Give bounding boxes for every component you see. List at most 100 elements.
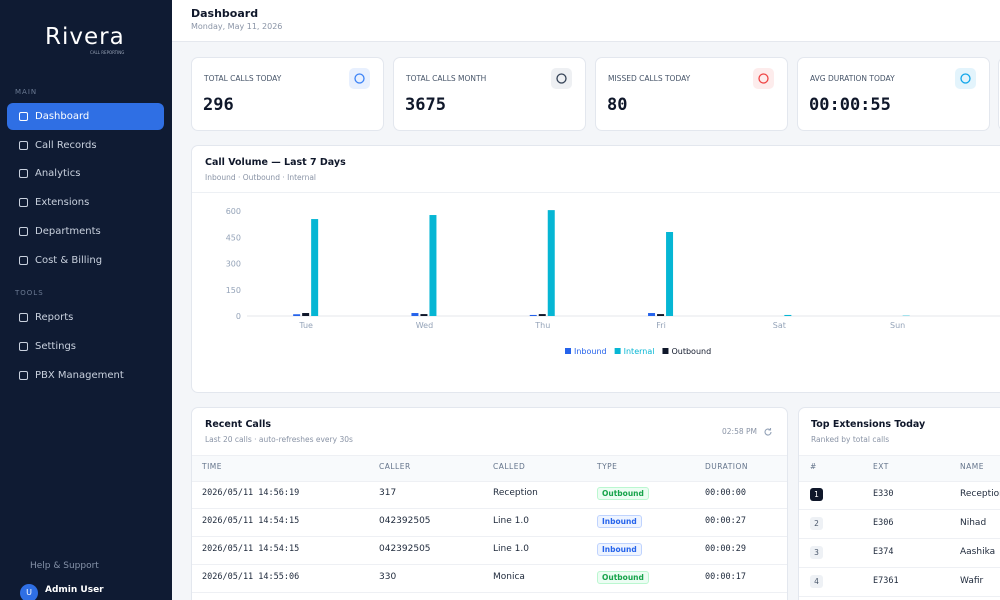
type-badge: Inbound bbox=[597, 515, 642, 528]
legend-swatch bbox=[565, 348, 571, 354]
bar bbox=[293, 314, 301, 316]
bar bbox=[666, 232, 674, 316]
refresh-icon[interactable] bbox=[763, 427, 773, 437]
x-tick-label: Sat bbox=[773, 321, 786, 330]
cell: 2026/05/11 14:55:06 bbox=[202, 572, 300, 582]
cell: Aashika bbox=[960, 547, 996, 557]
nav-icon bbox=[19, 370, 28, 380]
stat-label: TOTAL CALLS MONTH bbox=[406, 74, 487, 83]
stat-glyph bbox=[556, 73, 567, 84]
nav-icon bbox=[19, 140, 28, 150]
nav-label: Reports bbox=[35, 312, 74, 324]
cell: Wafir bbox=[960, 576, 984, 586]
stat-label: TOTAL CALLS TODAY bbox=[204, 74, 282, 83]
cell: Nihad bbox=[960, 518, 987, 528]
bar bbox=[529, 314, 537, 316]
nav-icon bbox=[19, 255, 28, 265]
row-divider bbox=[192, 592, 787, 593]
bar bbox=[657, 314, 665, 316]
y-tick-label: 450 bbox=[226, 233, 241, 242]
legend-swatch bbox=[614, 348, 621, 354]
nav-icon bbox=[19, 341, 28, 351]
column-header: TYPE bbox=[597, 462, 618, 471]
nav-item[interactable]: Cost & Billing bbox=[7, 247, 164, 274]
nav-icon bbox=[19, 226, 28, 236]
rank-badge: 4 bbox=[810, 575, 823, 588]
y-tick-label: 0 bbox=[236, 312, 241, 321]
cell: 317 bbox=[379, 488, 397, 498]
cell: E7361 bbox=[873, 576, 899, 586]
cell: 2026/05/11 14:54:15 bbox=[202, 544, 300, 554]
cell: E306 bbox=[873, 518, 894, 528]
nav-item[interactable]: Departments bbox=[7, 218, 164, 245]
stat-value: 00:00:55 bbox=[809, 95, 891, 115]
cell: 2026/05/11 14:56:19 bbox=[202, 488, 300, 498]
help-link[interactable]: Help & Support bbox=[30, 561, 99, 571]
nav-icon bbox=[19, 198, 28, 208]
stat-icon bbox=[349, 68, 370, 89]
stat-value: 296 bbox=[203, 95, 234, 115]
bar bbox=[411, 313, 419, 316]
x-tick-label: Sun bbox=[890, 321, 905, 330]
nav-label: Extensions bbox=[35, 197, 90, 209]
cell: 00:00:29 bbox=[705, 544, 746, 554]
cell: E374 bbox=[873, 547, 894, 557]
nav-item[interactable]: Settings bbox=[7, 333, 164, 360]
cell: 2026/05/11 14:54:15 bbox=[202, 516, 300, 526]
column-header: DURATION bbox=[705, 462, 749, 471]
nav-label: Call Records bbox=[35, 139, 97, 151]
rank-badge: 2 bbox=[810, 517, 823, 530]
cell: 042392505 bbox=[379, 544, 431, 554]
chart: 0 150 300 450 600 Tue Wed Thu Fri Sat Sun Inbound In… bbox=[226, 207, 1000, 356]
nav-item[interactable]: Call Records bbox=[7, 132, 164, 159]
bar bbox=[429, 215, 437, 316]
nav-item[interactable]: Analytics bbox=[7, 160, 164, 187]
nav-icon bbox=[19, 112, 28, 121]
row-divider bbox=[799, 538, 1000, 539]
stat-label: MISSED CALLS TODAY bbox=[608, 74, 691, 83]
row-divider bbox=[799, 509, 1000, 510]
legend-label: Outbound bbox=[671, 347, 711, 356]
section-label: MAIN bbox=[15, 88, 38, 96]
chart-subtitle: Inbound · Outbound · Internal bbox=[205, 173, 317, 182]
cell: 00:00:17 bbox=[705, 572, 746, 582]
recent-calls-subtitle: Last 20 calls · auto-refreshes every 30s bbox=[205, 435, 353, 444]
column-header: CALLED bbox=[493, 462, 526, 471]
stat-value: 3675 bbox=[405, 95, 446, 115]
column-header: CALLER bbox=[379, 462, 411, 471]
nav-item[interactable]: Reports bbox=[7, 304, 164, 331]
legend-label: Inbound bbox=[574, 347, 607, 356]
bar bbox=[547, 210, 555, 316]
recent-calls-title: Recent Calls bbox=[205, 419, 271, 430]
x-tick-label: Thu bbox=[534, 321, 550, 330]
x-tick-label: Fri bbox=[656, 321, 666, 330]
bar bbox=[648, 313, 656, 316]
row-divider bbox=[799, 567, 1000, 568]
recent-calls-panel bbox=[191, 407, 788, 600]
refresh-time: 02:58 PM bbox=[722, 427, 757, 436]
y-tick-label: 300 bbox=[226, 260, 241, 269]
nav-label: Settings bbox=[35, 340, 77, 352]
nav-item[interactable]: Dashboard bbox=[7, 103, 164, 130]
y-tick-label: 150 bbox=[226, 286, 241, 295]
type-badge: Outbound bbox=[597, 487, 649, 500]
legend-label: Internal bbox=[624, 347, 655, 356]
nav-item[interactable]: PBX Management bbox=[7, 362, 164, 389]
cell: 042392505 bbox=[379, 516, 431, 526]
cell: Monica bbox=[493, 572, 525, 582]
row-divider bbox=[192, 564, 787, 565]
stat-label: AVG DURATION TODAY bbox=[810, 74, 895, 83]
bar bbox=[311, 219, 319, 316]
column-header: NAME bbox=[960, 462, 984, 471]
stat-icon bbox=[753, 68, 774, 89]
rank-badge: 1 bbox=[810, 488, 823, 501]
top-extensions-title: Top Extensions Today bbox=[811, 419, 926, 430]
nav-item[interactable]: Extensions bbox=[7, 189, 164, 216]
type-badge: Outbound bbox=[597, 571, 649, 584]
user-name: Admin User bbox=[45, 585, 104, 595]
avatar: U bbox=[20, 584, 38, 600]
bar bbox=[784, 314, 792, 316]
stat-glyph bbox=[758, 73, 769, 84]
y-tick-label: 600 bbox=[226, 207, 241, 216]
nav-label: Cost & Billing bbox=[35, 254, 103, 266]
